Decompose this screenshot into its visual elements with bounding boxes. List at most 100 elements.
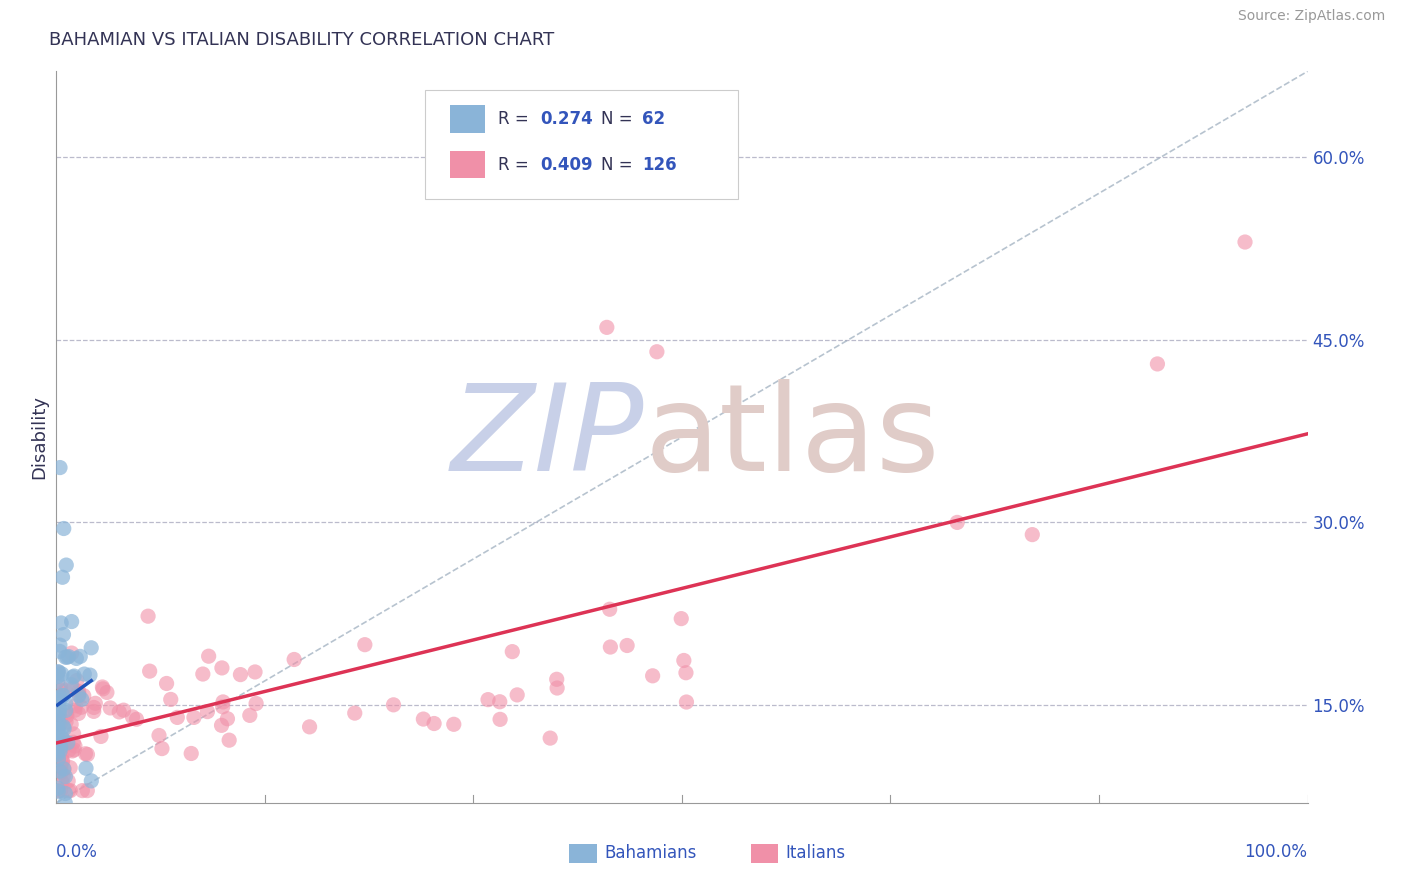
Point xyxy=(46,716,69,731)
Point xyxy=(51,755,73,769)
Point xyxy=(49,758,72,772)
Point xyxy=(55,558,77,573)
Point xyxy=(672,653,695,667)
Point xyxy=(501,645,523,659)
Text: R =: R = xyxy=(498,155,534,174)
Point xyxy=(52,720,75,734)
Point xyxy=(55,696,77,710)
Point xyxy=(46,739,69,754)
Point xyxy=(166,710,188,724)
Text: 126: 126 xyxy=(643,155,676,174)
Point xyxy=(76,747,98,762)
Point xyxy=(46,739,69,754)
Bar xyxy=(569,845,596,863)
Point xyxy=(645,344,668,359)
Point xyxy=(489,712,512,726)
Point xyxy=(49,764,72,779)
Point xyxy=(70,700,93,714)
Point xyxy=(412,712,434,726)
Point xyxy=(76,783,98,797)
Point xyxy=(56,736,79,750)
Point xyxy=(60,678,83,692)
Text: 100.0%: 100.0% xyxy=(1244,843,1308,861)
Text: 0.0%: 0.0% xyxy=(56,843,98,861)
Point xyxy=(75,747,97,761)
Point xyxy=(62,681,84,696)
Point xyxy=(46,781,69,796)
Point xyxy=(245,697,267,711)
Point xyxy=(62,727,84,741)
Point xyxy=(52,770,75,784)
Point xyxy=(46,736,69,750)
Point xyxy=(675,695,697,709)
Point xyxy=(53,722,76,736)
Point xyxy=(121,710,143,724)
Point xyxy=(56,709,79,723)
Point xyxy=(49,638,72,652)
Point xyxy=(382,698,405,712)
Point xyxy=(183,710,205,724)
Point xyxy=(155,676,177,690)
Point xyxy=(62,670,84,684)
Point xyxy=(48,702,70,716)
Point xyxy=(55,787,77,801)
Point xyxy=(46,716,69,731)
Point xyxy=(46,784,69,798)
Point xyxy=(51,775,73,789)
Point xyxy=(675,665,697,680)
Point xyxy=(55,683,77,698)
Point xyxy=(191,667,214,681)
Point xyxy=(53,796,76,810)
Point xyxy=(56,650,79,665)
Point xyxy=(48,760,70,774)
Point xyxy=(55,706,77,720)
Point xyxy=(46,665,69,679)
Point xyxy=(49,683,72,698)
Bar xyxy=(450,105,485,133)
Point xyxy=(243,665,266,679)
Point xyxy=(73,667,96,681)
Point xyxy=(60,646,83,660)
Point xyxy=(46,670,69,684)
Point xyxy=(46,722,69,736)
Point xyxy=(63,743,86,757)
Point xyxy=(46,728,69,742)
Text: 62: 62 xyxy=(643,110,665,128)
Point xyxy=(75,761,97,775)
Point xyxy=(125,712,148,726)
Point xyxy=(506,688,529,702)
Point xyxy=(49,744,72,758)
Point xyxy=(83,700,105,714)
Point xyxy=(55,703,77,717)
Point xyxy=(423,716,446,731)
Point xyxy=(49,713,72,727)
Point xyxy=(80,640,103,655)
Point xyxy=(546,673,568,687)
Point xyxy=(52,739,75,754)
Point xyxy=(55,714,77,729)
Point xyxy=(353,638,375,652)
Point xyxy=(66,673,89,688)
Point xyxy=(48,693,70,707)
Point xyxy=(488,695,510,709)
Text: R =: R = xyxy=(498,110,534,128)
Point xyxy=(48,707,70,722)
Point xyxy=(51,731,73,745)
Point xyxy=(546,681,568,695)
Point xyxy=(1021,527,1043,541)
Point xyxy=(150,741,173,756)
Point xyxy=(641,669,664,683)
Point xyxy=(90,730,112,744)
Point xyxy=(84,696,107,710)
Bar xyxy=(450,151,485,178)
Point xyxy=(49,759,72,773)
Point xyxy=(65,698,87,713)
Point xyxy=(136,609,159,624)
Point xyxy=(217,712,239,726)
Point xyxy=(59,761,82,775)
Text: N =: N = xyxy=(600,155,637,174)
Point xyxy=(59,783,82,797)
Point xyxy=(197,705,219,719)
Point xyxy=(596,320,619,334)
Point xyxy=(63,703,86,717)
